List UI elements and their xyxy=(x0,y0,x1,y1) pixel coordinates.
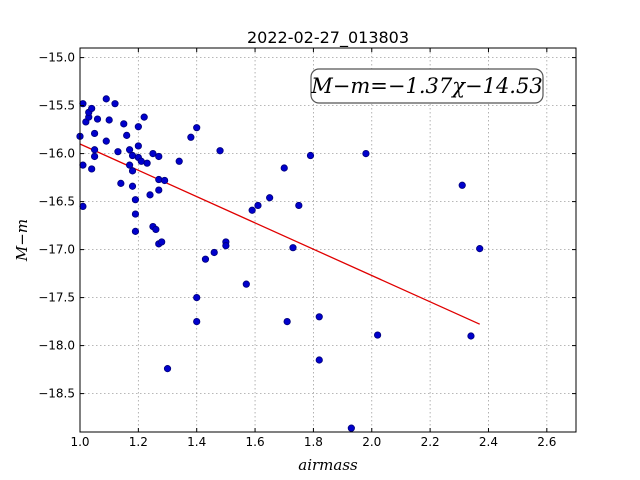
data-point xyxy=(158,238,166,246)
x-tick-label: 1.0 xyxy=(70,435,89,449)
data-point xyxy=(193,317,201,326)
data-point xyxy=(90,152,99,161)
data-point xyxy=(373,331,382,339)
grid xyxy=(79,48,576,432)
data-point xyxy=(295,201,303,210)
y-tick-label: −15.5 xyxy=(38,99,75,113)
data-point xyxy=(114,148,122,156)
data-point xyxy=(193,124,201,132)
data-point xyxy=(222,242,230,250)
y-tick-label: −18.5 xyxy=(38,387,75,401)
data-point xyxy=(315,356,323,364)
data-point xyxy=(143,159,151,167)
data-point xyxy=(347,424,355,432)
data-point xyxy=(163,365,172,373)
axis-ticks xyxy=(79,48,576,432)
data-point xyxy=(266,194,274,202)
data-point xyxy=(201,255,210,263)
data-point xyxy=(155,175,163,184)
data-point xyxy=(140,113,148,121)
y-tick-label: −18.0 xyxy=(38,339,75,353)
data-point xyxy=(88,104,96,113)
data-point xyxy=(126,146,134,154)
x-tick-label: 1.2 xyxy=(129,435,148,449)
data-point xyxy=(123,131,131,139)
data-point xyxy=(306,151,315,160)
data-point xyxy=(242,280,250,288)
y-tick-label: −16.5 xyxy=(38,195,75,209)
data-point xyxy=(79,161,87,169)
data-point xyxy=(102,95,110,103)
data-point xyxy=(280,164,288,172)
data-point xyxy=(155,186,163,194)
fit-line-layer xyxy=(79,143,480,325)
y-tick-label: −15.0 xyxy=(38,51,75,65)
data-point xyxy=(88,165,96,173)
x-tick-label: 2.2 xyxy=(421,435,440,449)
data-point xyxy=(90,129,99,138)
data-point xyxy=(137,157,145,165)
x-tick-label: 2.4 xyxy=(479,435,498,449)
data-point xyxy=(134,123,142,131)
data-point xyxy=(131,196,140,204)
data-point xyxy=(105,116,113,124)
equation-annotation: M−m=−1.37χ−14.53 xyxy=(310,74,542,98)
data-point xyxy=(149,150,157,158)
y-tick-label: −17.0 xyxy=(38,243,75,257)
x-tick-label: 1.6 xyxy=(246,435,265,449)
y-axis-label: M−m xyxy=(13,219,31,262)
data-point xyxy=(111,100,119,108)
data-point xyxy=(155,152,163,161)
data-point xyxy=(93,115,102,123)
data-point xyxy=(210,248,218,257)
data-point xyxy=(161,176,169,185)
data-point xyxy=(134,142,142,150)
data-point xyxy=(193,293,201,302)
data-point xyxy=(362,150,370,158)
data-point xyxy=(131,210,140,218)
data-point xyxy=(175,157,183,165)
data-point xyxy=(117,179,125,187)
data-point xyxy=(128,167,137,175)
data-point xyxy=(187,133,195,141)
x-tick-label: 1.4 xyxy=(187,435,206,449)
data-point xyxy=(102,137,110,145)
x-tick-label: 2.0 xyxy=(362,435,381,449)
data-point xyxy=(467,332,475,340)
y-tick-label: −17.5 xyxy=(38,291,75,305)
data-point xyxy=(476,245,484,253)
x-axis-label: airmass xyxy=(298,456,358,474)
data-point xyxy=(289,244,297,252)
data-point xyxy=(283,317,291,326)
data-point xyxy=(315,313,323,321)
plot-frame xyxy=(79,47,577,433)
fit-line xyxy=(79,143,480,325)
data-point xyxy=(90,146,99,154)
equation-annotation-box: M−m=−1.37χ−14.53 xyxy=(310,68,544,104)
data-point xyxy=(152,225,160,234)
data-point xyxy=(128,151,137,160)
x-tick-label: 2.6 xyxy=(537,435,556,449)
y-tick-label: −16.0 xyxy=(38,147,75,161)
x-tick-label: 1.8 xyxy=(304,435,323,449)
data-point xyxy=(79,202,87,210)
y-tick-labels: −15.0 −15.5 −16.0 −16.5 −17.0 −17.5 −18.0 −18.5 xyxy=(38,51,75,401)
chart-title: 2022-02-27_013803 xyxy=(247,28,409,48)
data-point xyxy=(458,181,466,189)
data-point xyxy=(254,201,262,210)
data-point xyxy=(131,227,140,235)
data-point xyxy=(128,182,137,190)
data-point xyxy=(248,206,256,214)
data-point xyxy=(146,191,154,199)
data-point xyxy=(126,161,134,169)
data-point xyxy=(216,147,224,155)
data-point xyxy=(120,120,128,128)
x-tick-labels: 1.0 1.2 1.4 1.6 1.8 2.0 2.2 2.4 2.6 xyxy=(70,435,556,449)
data-points xyxy=(76,95,484,432)
